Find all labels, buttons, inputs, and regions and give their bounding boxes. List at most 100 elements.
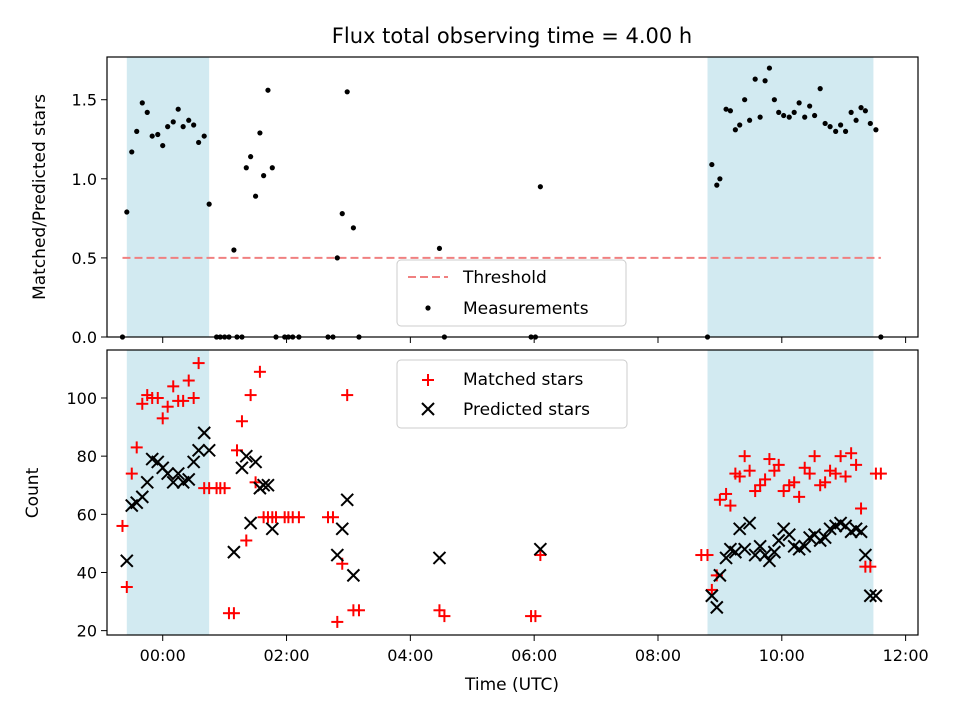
measurement-point [334, 255, 340, 261]
matched-star-marker [850, 458, 863, 471]
measurement-point [257, 130, 263, 136]
measurement-point [867, 120, 873, 127]
measurement-point [862, 108, 868, 114]
matched-star-marker [793, 490, 806, 503]
predicted-star-marker [256, 478, 271, 492]
predicted-star-marker [330, 548, 345, 562]
measurement-point [827, 124, 833, 130]
y-tick-label: 1.5 [72, 91, 97, 110]
predicted-star-marker [261, 478, 275, 492]
x-tick-label: 10:00 [759, 646, 805, 665]
measurement-point [175, 106, 181, 112]
matched-star-marker [874, 467, 887, 480]
measurement-point [817, 86, 823, 92]
measurement-point [771, 97, 777, 103]
predicted-star-marker [239, 449, 254, 463]
bottom-y-axis-label: Count [23, 467, 43, 518]
measurement-point [134, 128, 140, 134]
x-tick-label: 04:00 [387, 646, 433, 665]
matched-star-marker [187, 391, 200, 404]
measurement-point [802, 114, 808, 120]
shaded-span-0 [126, 57, 210, 337]
measurement-point [261, 173, 267, 179]
matched-star-marker [834, 450, 847, 463]
predicted-star-marker [197, 426, 211, 440]
predicted-star-marker [243, 516, 258, 530]
measurement-point [537, 184, 543, 190]
x-tick-label: 06:00 [511, 646, 557, 665]
matched-star-marker [788, 476, 801, 489]
measurement-point [812, 112, 818, 119]
matched-star-marker [116, 519, 129, 532]
measurement-point [165, 124, 171, 130]
chart-title: Flux total observing time = 4.00 h [332, 24, 692, 48]
predicted-star-marker [135, 490, 149, 504]
shaded-span-1 [707, 57, 874, 337]
predicted-star-marker [818, 530, 832, 545]
predicted-star-marker [728, 545, 743, 559]
measurement-point [848, 109, 854, 115]
predicted-star-marker [140, 475, 154, 490]
predicted-star-marker [782, 527, 796, 542]
y-tick-label: 100 [66, 389, 97, 408]
measurements-series [119, 65, 884, 340]
matched-star-marker [845, 447, 858, 460]
measurement-point [149, 133, 155, 139]
predicted-star-marker [753, 539, 767, 554]
matched-star-marker [326, 511, 339, 524]
matched-star-marker [177, 394, 190, 407]
measurement-point [833, 128, 839, 134]
bottom-shaded-spans [126, 350, 874, 635]
predicted-star-marker [340, 493, 354, 507]
predicted-star-marker [863, 589, 878, 603]
bottom-x-axis-label: Time (UTC) [464, 675, 559, 695]
matched-star-marker [182, 374, 195, 387]
matched-star-marker [156, 412, 169, 425]
matched-stars-series [116, 357, 887, 628]
matched-star-marker [803, 467, 816, 480]
predicted-star-marker [737, 542, 752, 556]
measurement-point [858, 105, 864, 111]
x-tick-label: 12:00 [883, 646, 929, 665]
measurement-point [791, 109, 797, 115]
predicted-star-marker [171, 466, 185, 481]
measurement-point [243, 165, 249, 171]
matched-star-marker [529, 610, 542, 623]
matched-star-marker [218, 482, 231, 495]
x-tick-label: 08:00 [635, 646, 681, 665]
count-panel: 20 40 60 80 100 00:00 02:00 04:00 06:00 08:00 10:… [23, 349, 929, 695]
measurement-point [723, 106, 729, 112]
measurement-point [737, 122, 743, 128]
predicted-star-marker [265, 522, 280, 536]
measurement-point [201, 133, 207, 139]
matched-star-marker [130, 441, 143, 454]
matched-star-marker [151, 391, 164, 404]
x-tick-label: 02:00 [263, 646, 309, 665]
predicted-star-marker [762, 554, 777, 568]
predicted-star-marker [758, 548, 772, 562]
measurement-point [339, 211, 345, 217]
predicted-star-marker [748, 548, 762, 562]
bottom-y-axis: 20 40 60 80 100 [66, 389, 107, 641]
matched-star-marker [713, 493, 726, 506]
predicted-star-marker [869, 589, 883, 603]
predicted-star-marker [771, 533, 786, 548]
matched-star-marker [292, 511, 305, 524]
measurement-point [252, 193, 259, 199]
top-shaded-spans [126, 57, 874, 337]
measurement-point [436, 245, 443, 252]
predicted-star-marker [742, 516, 757, 530]
y-tick-label: 60 [77, 505, 97, 524]
y-tick-label: 20 [77, 622, 97, 641]
y-tick-label: 80 [77, 447, 97, 466]
shaded-span-1 [707, 350, 874, 635]
top-axes-frame [106, 56, 919, 338]
predicted-star-marker [186, 455, 201, 469]
y-tick-label: 0.0 [72, 328, 97, 347]
matched-star-marker [743, 464, 756, 477]
measurement-point [350, 225, 356, 231]
matched-star-marker [167, 380, 180, 393]
measurement-point [709, 161, 715, 168]
predicted-star-marker [120, 554, 134, 568]
